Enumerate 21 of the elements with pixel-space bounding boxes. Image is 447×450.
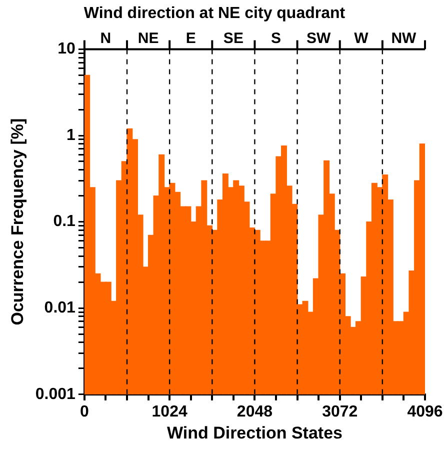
text: NE <box>138 30 159 47</box>
x-tick-label: 3072 <box>322 403 358 420</box>
y-tick-label: 1 <box>66 126 76 144</box>
text: W <box>354 30 370 47</box>
text: N <box>100 30 112 47</box>
text: NW <box>391 30 418 47</box>
text: S <box>270 30 282 47</box>
text: E <box>186 30 196 47</box>
text: SE <box>223 30 244 47</box>
x-tick-label: 1024 <box>152 403 188 420</box>
y-tick-label: 0.001 <box>35 386 76 403</box>
y-tick-label: 10 <box>58 40 76 58</box>
y-axis-title: Ocurrence Frequency [%] <box>8 118 27 326</box>
y-tick-label: 0.01 <box>44 300 76 317</box>
x-tick-label: 0 <box>80 403 89 420</box>
y-tick-label: 0.1 <box>53 213 76 230</box>
x-axis-title: Wind Direction States <box>166 423 342 442</box>
x-tick-label: 4096 <box>407 403 443 420</box>
chart-title: Wind direction at NE city quadrant <box>84 5 346 22</box>
text: SW <box>306 30 332 47</box>
x-tick-label: 2048 <box>236 403 273 420</box>
